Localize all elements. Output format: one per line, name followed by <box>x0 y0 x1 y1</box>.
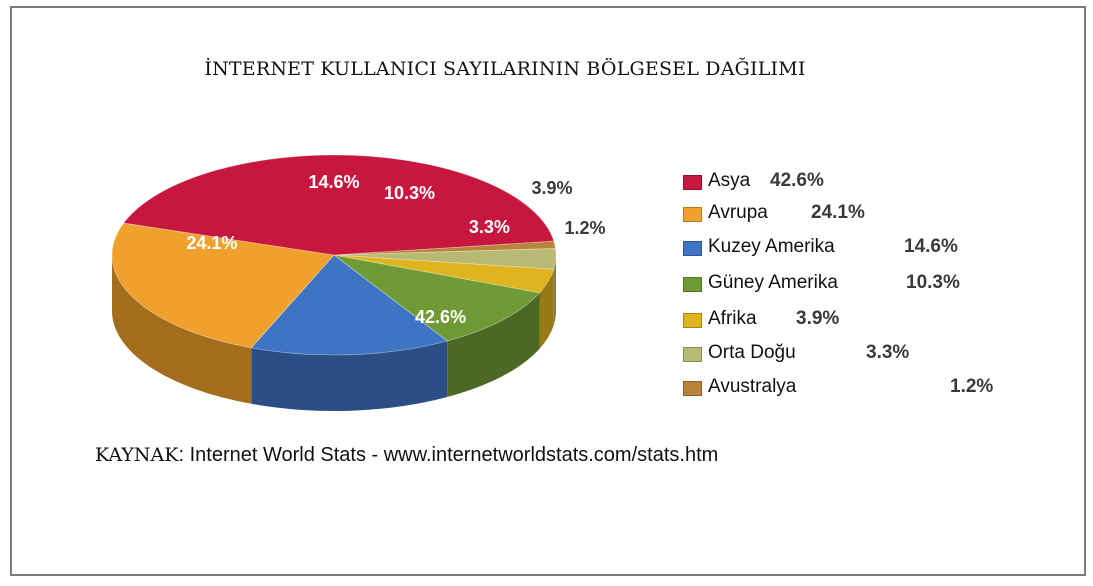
legend-swatch <box>683 241 702 256</box>
legend-value: 14.6% <box>904 236 958 257</box>
slice-label-avustralya: 1.2% <box>564 218 605 238</box>
pie-sides <box>112 255 556 411</box>
legend-label: Avrupa <box>708 202 768 223</box>
pie-side-avrupa <box>112 255 252 404</box>
slice-label-güney-amerika: 10.3% <box>384 183 435 203</box>
legend-swatch <box>683 347 702 362</box>
pie-slice-orta-doğu <box>333 248 557 270</box>
source-label: KAYNAK <box>95 444 179 466</box>
source-note: KAYNAK: Internet World Stats - www.inter… <box>95 444 718 467</box>
pie-side-kuzey-amerika <box>251 341 448 411</box>
legend-label: Kuzey Amerika <box>708 236 835 257</box>
slice-label-afrika: 3.9% <box>531 178 572 198</box>
slice-label-asya: 42.6% <box>415 307 466 327</box>
pie-side-afrika <box>539 269 554 349</box>
legend-value: 3.9% <box>796 308 840 329</box>
pie-side-güney-amerika <box>447 292 540 398</box>
pie-slice-afrika <box>333 254 555 294</box>
pie-slice-güney-amerika <box>333 254 541 342</box>
pie-slice-labels: 42.6% 24.1% 14.6% 10.3% 3.9% 3.3% 1.2% <box>186 172 605 327</box>
legend-value: 3.3% <box>866 342 910 363</box>
pie-slice-kuzey-amerika <box>250 254 449 356</box>
pie-slice-avrupa <box>111 222 335 349</box>
legend-label: Asya <box>708 170 751 191</box>
legend-label: Avustralya <box>708 376 797 397</box>
legend-swatch <box>683 381 702 396</box>
slice-label-avrupa: 24.1% <box>186 233 237 253</box>
legend-swatch <box>683 313 702 328</box>
legend-swatch <box>683 277 702 292</box>
legend-value: 1.2% <box>950 376 994 397</box>
source-text: : Internet World Stats - www.internetwor… <box>178 444 719 466</box>
chart-title: İNTERNET KULLANICI SAYILARININ BÖLGESEL … <box>204 58 806 80</box>
legend-value: 42.6% <box>770 170 824 191</box>
pie-slices <box>111 154 557 356</box>
legend-swatch <box>683 175 702 190</box>
legend-swatch <box>683 207 702 222</box>
legend-value: 24.1% <box>811 202 865 223</box>
slice-label-orta-doğu: 3.3% <box>469 217 510 237</box>
legend-value: 10.3% <box>906 272 960 293</box>
pie-side-orta-doğu <box>553 255 556 326</box>
pie-slice-asya <box>122 154 555 256</box>
pie-slice-avustralya <box>333 240 557 256</box>
legend-label: Orta Doğu <box>708 342 796 363</box>
legend-label: Afrika <box>708 308 757 329</box>
slice-label-kuzey-amerika: 14.6% <box>308 172 359 192</box>
legend-label: Güney Amerika <box>708 272 838 293</box>
